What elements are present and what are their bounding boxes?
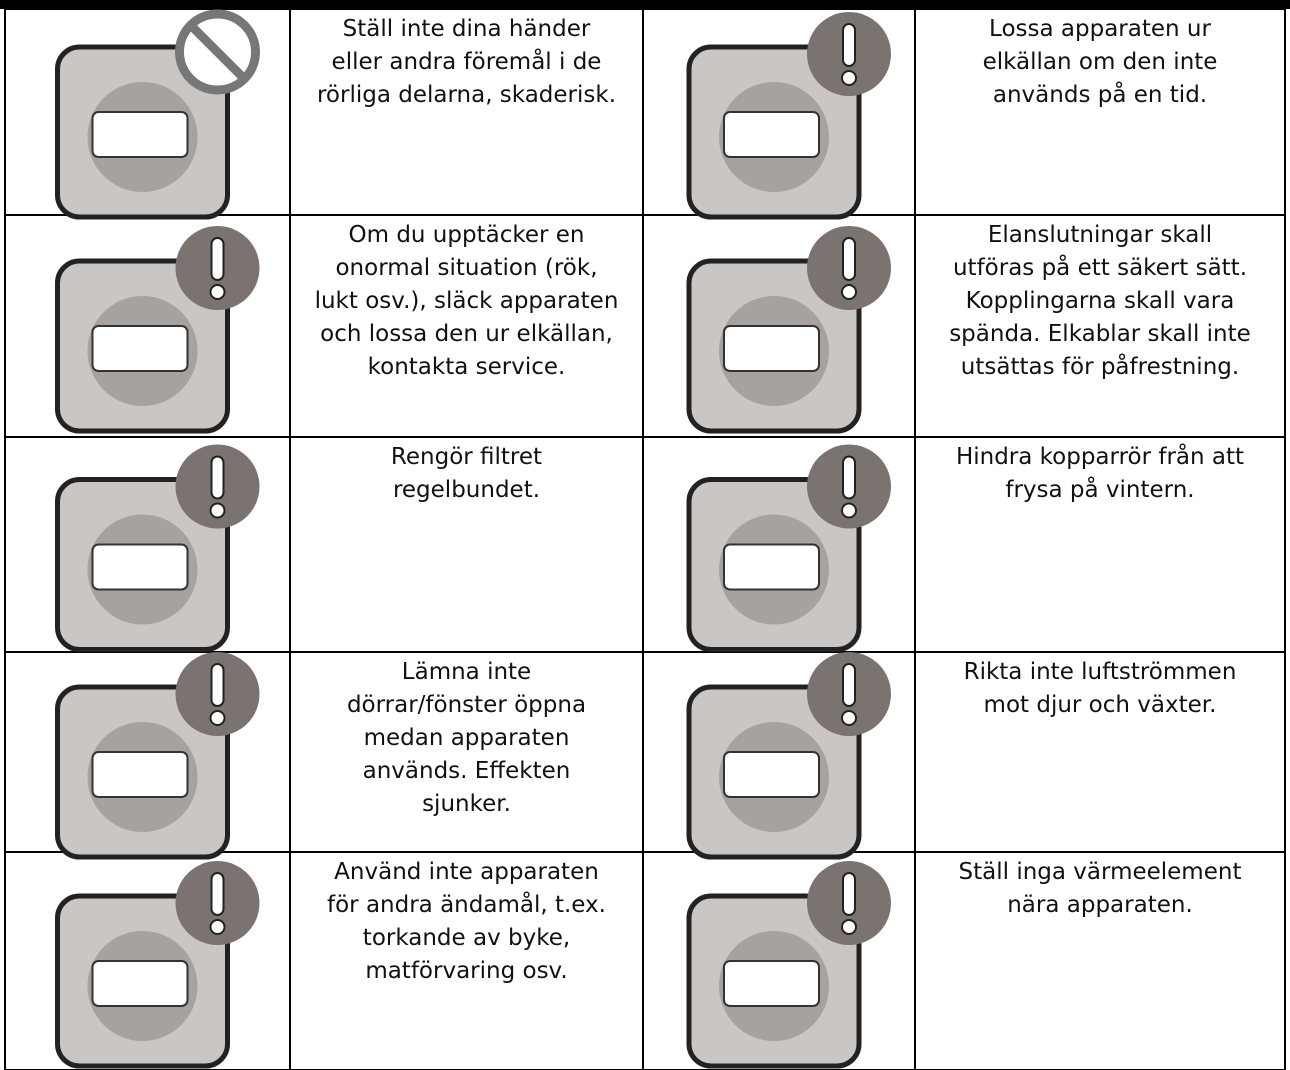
warning-dot bbox=[841, 284, 857, 300]
warning-dot bbox=[209, 710, 226, 726]
warning-stroke bbox=[842, 663, 856, 707]
icon-device bbox=[91, 960, 189, 1007]
instruction-text: Använd inte apparaten för andra ändamål, … bbox=[290, 856, 643, 988]
text-line: Rikta inte luftströmmen bbox=[963, 659, 1237, 685]
instruction-text: Lossa apparaten ur elkällan om den inte an… bbox=[915, 13, 1285, 112]
text-line: Rengör filtret bbox=[390, 444, 543, 470]
icon-device bbox=[723, 960, 820, 1007]
icon bbox=[55, 861, 260, 1069]
warning-dot bbox=[209, 284, 226, 300]
text-line: kontakta service. bbox=[367, 354, 566, 380]
warning-dot bbox=[209, 502, 226, 519]
icon-device bbox=[91, 325, 189, 372]
icon bbox=[55, 226, 260, 434]
instruction-text: Hindra kopparrör från att frysa på vinter… bbox=[915, 441, 1285, 507]
instruction-text: Ställ inga värmeelement nära apparaten. bbox=[915, 856, 1285, 922]
text-line: eller andra föremål i de bbox=[331, 49, 602, 75]
text-line: sjunker. bbox=[422, 791, 511, 817]
warning-stroke bbox=[842, 872, 856, 916]
text-line: för andra ändamål, t.ex. bbox=[327, 892, 606, 918]
text-line: regelbundet. bbox=[392, 477, 541, 503]
warning-stroke bbox=[842, 237, 856, 281]
warning-stroke bbox=[842, 455, 856, 500]
instruction-text: Rikta inte luftströmmen mot djur och växt… bbox=[915, 656, 1285, 722]
text-line: medan apparaten bbox=[363, 725, 570, 751]
text-line: och lossa den ur elkällan, bbox=[320, 321, 613, 347]
text-line: mot djur och växter. bbox=[983, 692, 1217, 718]
warning-dot bbox=[209, 919, 226, 935]
instruction-text: Lämna inte dörrar/fönster öppna medan appa… bbox=[290, 656, 643, 821]
warning-stroke bbox=[210, 237, 225, 281]
text-line: Elanslutningar skall bbox=[987, 222, 1213, 248]
text-line: Om du upptäcker en bbox=[348, 222, 585, 248]
icon bbox=[55, 652, 260, 860]
text-line: används. Effekten bbox=[362, 758, 571, 784]
text-line: matförvaring osv. bbox=[365, 958, 568, 984]
icon bbox=[686, 652, 891, 860]
text-line: Hindra kopparrör från att bbox=[955, 444, 1245, 470]
warning-stroke bbox=[210, 872, 225, 916]
instruction-text: Elanslutningar skall utföras på ett säker… bbox=[915, 219, 1285, 384]
icon-device bbox=[91, 543, 189, 591]
warning-stroke bbox=[210, 663, 225, 707]
text-line: används på en tid. bbox=[992, 82, 1208, 108]
warning-stroke bbox=[210, 455, 225, 500]
icon bbox=[55, 444, 260, 652]
text-line: frysa på vintern. bbox=[1005, 477, 1195, 503]
instruction-text: Rengör filtret regelbundet. bbox=[290, 441, 643, 507]
icon bbox=[686, 861, 891, 1069]
text-line: Använd inte apparaten bbox=[334, 859, 599, 885]
icon-device bbox=[91, 751, 189, 798]
instruction-text: Om du upptäcker en onormal situation (rök… bbox=[290, 219, 643, 384]
warning-dot bbox=[841, 710, 857, 726]
icon-device bbox=[723, 751, 820, 798]
text-line: Ställ inga värmeelement bbox=[958, 859, 1242, 885]
icon bbox=[686, 226, 891, 434]
text-line: Kopplingarna skall vara bbox=[965, 288, 1235, 314]
instruction-text: Ställ inte dina händer eller andra föremå… bbox=[290, 13, 643, 112]
text-line: torkande av byke, bbox=[362, 925, 571, 951]
icon-device bbox=[723, 543, 820, 591]
icon-device bbox=[723, 111, 820, 158]
text-line: Lämna inte bbox=[401, 659, 532, 685]
text-line: rörliga delarna, skaderisk. bbox=[316, 82, 617, 108]
icon-device bbox=[91, 111, 189, 158]
warning-stroke bbox=[842, 23, 856, 67]
text-line: lukt osv.), släck apparaten bbox=[314, 288, 619, 314]
text-line: nära apparaten. bbox=[1007, 892, 1193, 918]
icon bbox=[686, 12, 891, 220]
text-line: Lossa apparaten ur bbox=[989, 16, 1211, 42]
prohibit-bar bbox=[188, 22, 247, 82]
icon bbox=[55, 9, 260, 220]
icon-device bbox=[723, 325, 820, 372]
text-line: spända. Elkablar skall inte bbox=[949, 321, 1251, 347]
warning-dot bbox=[841, 502, 857, 519]
text-line: utsättas för påfrestning. bbox=[960, 354, 1240, 380]
header-bar bbox=[0, 0, 1290, 9]
text-line: Ställ inte dina händer bbox=[342, 16, 591, 42]
warning-dot bbox=[841, 70, 857, 86]
text-line: utföras på ett säkert sätt. bbox=[952, 255, 1248, 281]
text-line: onormal situation (rök, bbox=[335, 255, 598, 281]
text-line: dörrar/fönster öppna bbox=[346, 692, 587, 718]
text-line: elkällan om den inte bbox=[982, 49, 1218, 75]
warning-dot bbox=[841, 919, 857, 935]
icon bbox=[686, 444, 891, 652]
